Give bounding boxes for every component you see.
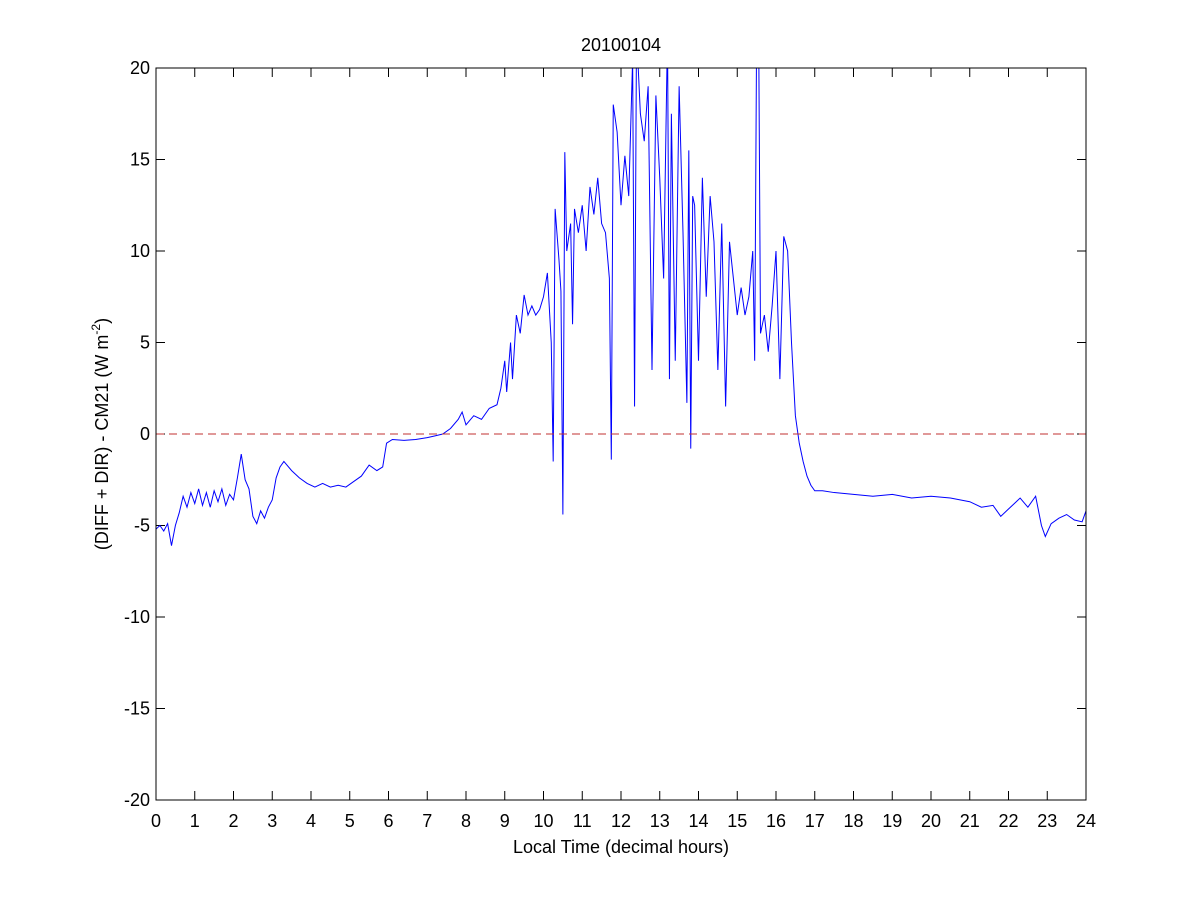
x-tick-label: 13 (650, 811, 670, 831)
y-tick-label: 10 (130, 241, 150, 261)
x-tick-label: 24 (1076, 811, 1096, 831)
x-tick-label: 4 (306, 811, 316, 831)
x-axis-label: Local Time (decimal hours) (513, 837, 729, 857)
x-tick-label: 1 (190, 811, 200, 831)
y-axis-label: (DIFF + DIR) - CM21 (W m-2) (89, 318, 112, 550)
y-label-text: (DIFF + DIR) - CM21 (W m (92, 335, 112, 550)
y-tick-label: 20 (130, 58, 150, 78)
x-tick-label: 12 (611, 811, 631, 831)
x-tick-label: 11 (573, 811, 592, 831)
x-tick-label: 7 (422, 811, 432, 831)
x-tick-label: 23 (1037, 811, 1057, 831)
x-tick-label: 21 (960, 811, 980, 831)
x-tick-label: 20 (921, 811, 941, 831)
data-line (156, 68, 1086, 546)
x-tick-label: 15 (727, 811, 747, 831)
x-tick-label: 8 (461, 811, 471, 831)
y-tick-label: 5 (140, 333, 150, 353)
y-tick-label: -10 (124, 607, 150, 627)
plot-frame (155, 67, 1087, 801)
y-tick-label: -15 (124, 699, 150, 719)
x-tick-label: 0 (151, 811, 161, 831)
chart-title: 20100104 (581, 35, 661, 55)
x-tick-label: 19 (882, 811, 902, 831)
x-tick-label: 6 (383, 811, 393, 831)
x-tick-label: 17 (805, 811, 825, 831)
x-tick-label: 22 (998, 811, 1018, 831)
y-tick-label: 0 (140, 424, 150, 444)
x-tick-label: 2 (228, 811, 238, 831)
y-tick-label: -20 (124, 790, 150, 810)
x-tick-label: 16 (766, 811, 786, 831)
y-label-end: ) (92, 318, 112, 324)
x-tick-label: 9 (500, 811, 510, 831)
x-tick-label: 5 (345, 811, 355, 831)
y-label-sup: -2 (89, 324, 103, 335)
y-tick-label: -5 (134, 516, 150, 536)
x-tick-label: 3 (267, 811, 277, 831)
x-tick-label: 10 (533, 811, 553, 831)
x-tick-label: 18 (843, 811, 863, 831)
x-tick-label: 14 (688, 811, 708, 831)
y-tick-label: 15 (130, 150, 150, 170)
